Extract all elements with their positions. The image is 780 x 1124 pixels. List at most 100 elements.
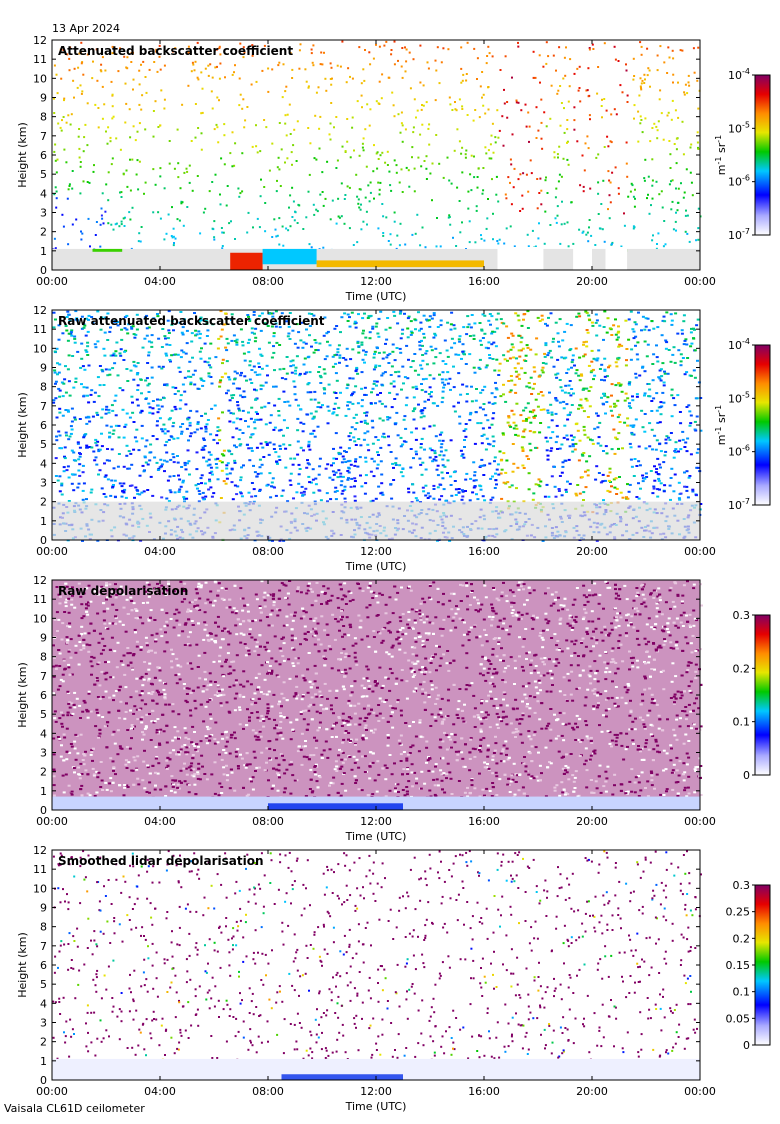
colorbar-tick-label: 0.3 (733, 879, 751, 892)
y-tick-label: 6 (40, 149, 47, 162)
y-tick-label: 11 (33, 593, 47, 606)
date-label: 13 Apr 2024 (52, 22, 120, 35)
y-tick-label: 12 (33, 304, 47, 317)
y-tick-label: 4 (40, 997, 47, 1010)
colorbar (755, 615, 770, 775)
x-axis-title: Time (UTC) (345, 830, 407, 843)
x-tick-label: 16:00 (468, 1085, 500, 1098)
x-tick-label: 00:00 (36, 545, 68, 558)
y-tick-label: 3 (40, 477, 47, 490)
y-tick-label: 10 (33, 72, 47, 85)
colorbar-tick-label: 0.1 (733, 716, 751, 729)
x-tick-label: 20:00 (576, 275, 608, 288)
x-tick-label: 12:00 (360, 545, 392, 558)
colorbar-tick-label: 10-6 (728, 444, 750, 459)
x-tick-label: 20:00 (576, 1085, 608, 1098)
x-tick-label: 12:00 (360, 1085, 392, 1098)
x-tick-label: 04:00 (144, 815, 176, 828)
y-tick-label: 4 (40, 457, 47, 470)
y-axis-title: Height (km) (16, 662, 29, 728)
colorbar-tick-label: 0 (743, 1039, 750, 1052)
y-tick-label: 6 (40, 419, 47, 432)
y-tick-label: 2 (40, 496, 47, 509)
x-tick-label: 08:00 (252, 275, 284, 288)
x-tick-label: 16:00 (468, 545, 500, 558)
y-axis-title: Height (km) (16, 932, 29, 998)
x-tick-label: 00:00 (684, 815, 716, 828)
x-tick-label: 08:00 (252, 815, 284, 828)
y-tick-label: 2 (40, 226, 47, 239)
colorbar-tick-label: 0.25 (726, 906, 751, 919)
colorbar-tick-label: 10-7 (728, 227, 750, 242)
y-tick-label: 5 (40, 168, 47, 181)
x-tick-label: 00:00 (36, 1085, 68, 1098)
x-tick-label: 04:00 (144, 545, 176, 558)
y-tick-label: 4 (40, 187, 47, 200)
y-tick-label: 6 (40, 959, 47, 972)
y-tick-label: 8 (40, 111, 47, 124)
y-tick-label: 1 (40, 515, 47, 528)
y-tick-label: 4 (40, 727, 47, 740)
heatmap-field (52, 580, 703, 810)
y-tick-label: 9 (40, 632, 47, 645)
y-tick-label: 3 (40, 747, 47, 760)
x-tick-label: 04:00 (144, 1085, 176, 1098)
x-tick-label: 16:00 (468, 275, 500, 288)
x-tick-label: 20:00 (576, 545, 608, 558)
plot-area (52, 850, 700, 1080)
x-tick-label: 00:00 (684, 1085, 716, 1098)
y-tick-label: 3 (40, 1017, 47, 1030)
colorbar (755, 885, 770, 1045)
y-tick-label: 8 (40, 381, 47, 394)
y-tick-label: 1 (40, 1055, 47, 1068)
x-tick-label: 00:00 (36, 815, 68, 828)
y-tick-label: 5 (40, 438, 47, 451)
y-tick-label: 7 (40, 400, 47, 413)
y-tick-label: 7 (40, 130, 47, 143)
x-tick-label: 00:00 (36, 275, 68, 288)
colorbar-tick-label: 10-5 (728, 390, 750, 405)
colorbar-tick-label: 0.2 (733, 662, 751, 675)
colorbar-tick-label: 0.1 (733, 986, 751, 999)
colorbar-tick-label: 10-5 (728, 120, 750, 135)
colorbar-tick-label: 10-6 (728, 174, 750, 189)
y-tick-label: 8 (40, 651, 47, 664)
y-axis-title: Height (km) (16, 392, 29, 458)
colorbar-tick-label: 0 (743, 769, 750, 782)
y-tick-label: 11 (33, 863, 47, 876)
x-axis-title: Time (UTC) (345, 560, 407, 573)
x-tick-label: 16:00 (468, 815, 500, 828)
colorbar (755, 75, 770, 235)
colorbar-tick-label: 10-4 (728, 67, 750, 82)
y-tick-label: 2 (40, 1036, 47, 1049)
panel-title: Raw attenuated backscatter coefficient (58, 314, 325, 328)
y-tick-label: 12 (33, 574, 47, 587)
colorbar-tick-label: 10-7 (728, 497, 750, 512)
x-tick-label: 00:00 (684, 275, 716, 288)
x-tick-label: 04:00 (144, 275, 176, 288)
y-tick-label: 11 (33, 53, 47, 66)
y-tick-label: 12 (33, 844, 47, 857)
instrument-label: Vaisala CL61D ceilometer (4, 1102, 145, 1115)
panel-title: Raw depolarisation (58, 584, 188, 598)
x-tick-label: 00:00 (684, 545, 716, 558)
x-tick-label: 08:00 (252, 545, 284, 558)
y-tick-label: 7 (40, 670, 47, 683)
colorbar-unit: m-1 sr-1 (714, 405, 728, 445)
colorbar-tick-label: 0.2 (733, 932, 751, 945)
y-tick-label: 8 (40, 921, 47, 934)
panel-title: Attenuated backscatter coefficient (58, 44, 293, 58)
figure-canvas: 13 Apr 2024 Vaisala CL61D ceilometer 012… (0, 0, 780, 1120)
colorbar-tick-label: 0.3 (733, 609, 751, 622)
y-tick-label: 5 (40, 708, 47, 721)
y-tick-label: 9 (40, 902, 47, 915)
y-tick-label: 2 (40, 766, 47, 779)
plot-area (52, 40, 700, 270)
colorbar-tick-label: 0.05 (726, 1012, 751, 1025)
y-tick-label: 9 (40, 362, 47, 375)
x-tick-label: 08:00 (252, 1085, 284, 1098)
